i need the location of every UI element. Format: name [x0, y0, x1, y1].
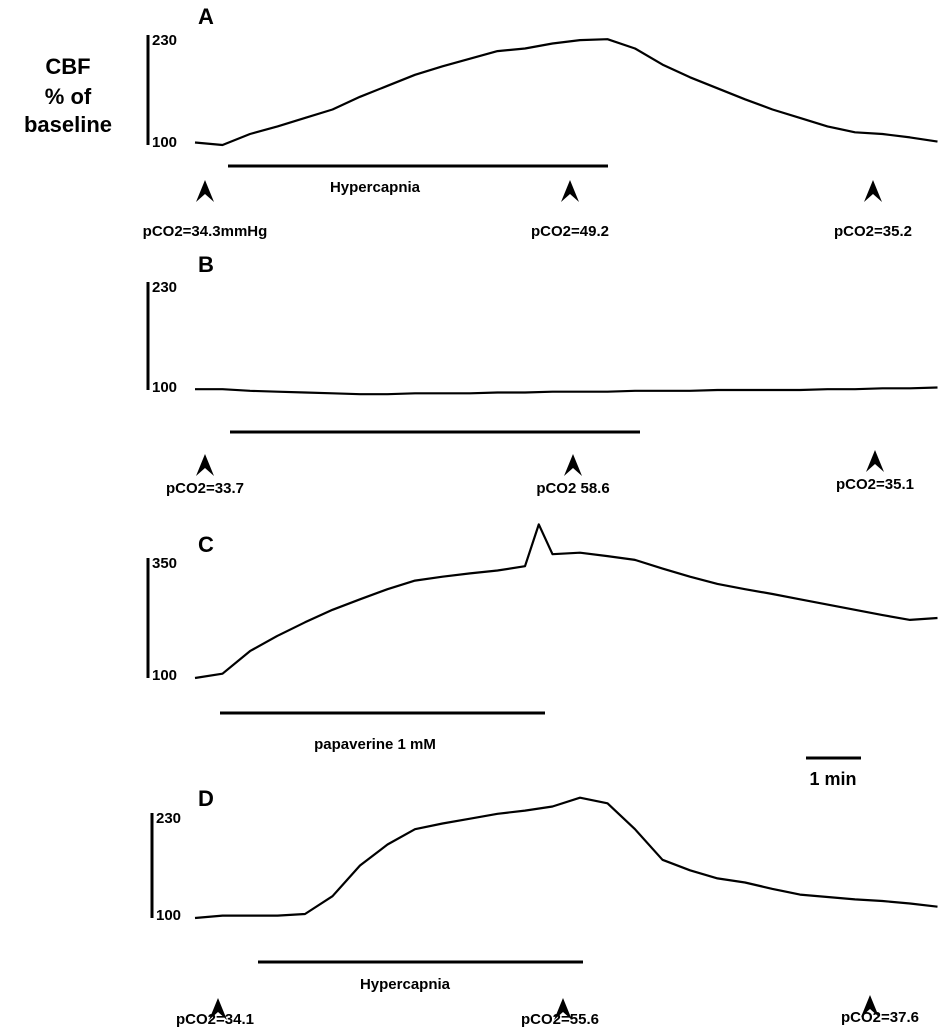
y-tick-label: 230 — [152, 32, 177, 49]
annotation: Hypercapnia — [360, 976, 451, 993]
arrowhead — [561, 180, 579, 202]
y-tick-label: 100 — [152, 667, 177, 684]
annotation: pCO2=34.3mmHg — [143, 223, 268, 240]
annotation: pCO2=37.6 — [841, 1009, 919, 1026]
time-scale-label: 1 min — [809, 769, 856, 789]
y-tick-label: 350 — [152, 555, 177, 572]
y-label: % of — [45, 84, 92, 109]
arrowhead — [196, 180, 214, 202]
arrowhead — [209, 998, 227, 1020]
panel-title: D — [198, 786, 214, 811]
y-tick-label: 100 — [152, 134, 177, 151]
arrowhead — [196, 454, 214, 476]
y-tick-label: 100 — [156, 907, 181, 924]
trace — [194, 523, 938, 680]
y-label: baseline — [24, 112, 112, 137]
annotation: pCO2=35.2 — [834, 223, 912, 240]
arrowhead — [866, 450, 884, 472]
y-tick-label: 230 — [156, 810, 181, 827]
trace — [195, 386, 938, 396]
annotation: pCO2 58.6 — [536, 480, 609, 497]
arrowhead — [861, 995, 879, 1017]
trace — [194, 796, 938, 920]
annotation: papaverine 1 mM — [314, 736, 436, 753]
annotation: pCO2=35.1 — [836, 476, 914, 493]
trace — [194, 38, 938, 147]
annotation: Hypercapnia — [330, 179, 421, 196]
y-label: CBF — [45, 54, 90, 79]
y-tick-label: 230 — [152, 279, 177, 296]
annotation: pCO2=55.6 — [521, 1011, 599, 1028]
arrowhead — [564, 454, 582, 476]
annotation: pCO2=33.7 — [166, 480, 244, 497]
annotation: pCO2=49.2 — [531, 223, 609, 240]
panel-title: C — [198, 532, 214, 557]
arrowhead — [864, 180, 882, 202]
arrowhead — [554, 998, 572, 1020]
annotation: pCO2=34.1 — [176, 1011, 254, 1028]
panel-title: A — [198, 4, 214, 29]
panel-title: B — [198, 252, 214, 277]
y-tick-label: 100 — [152, 379, 177, 396]
